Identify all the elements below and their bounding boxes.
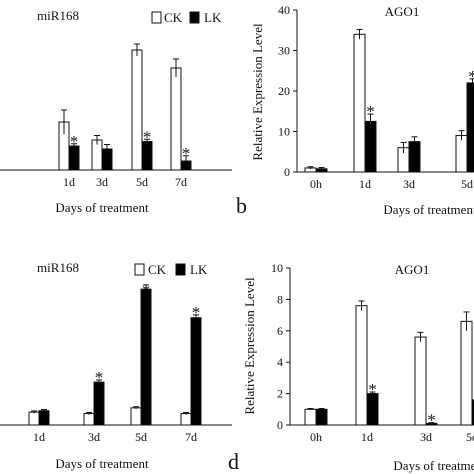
panel-b-x-tick-label: 5d — [461, 177, 473, 191]
panel-b-letter: b — [236, 193, 247, 218]
panel-d-bar-lk-0h — [315, 408, 328, 426]
panel-c-significance-star: * — [142, 281, 151, 300]
panel-a-legend-ck-swatch — [151, 11, 162, 24]
panel-c-bar-lk-7d — [190, 317, 202, 426]
panel-c-bar-lk-5d — [140, 288, 152, 426]
panel-b-x-tick-label: 3d — [403, 177, 415, 191]
panel-d-bar-lk-5d — [471, 399, 474, 426]
panel-a-legend-lk-swatch — [189, 11, 200, 24]
panel-c-bar-ck-5d — [130, 407, 142, 426]
panel-d-x-title: Days of treatment — [393, 458, 474, 473]
panel-b-y-tick-label: 10 — [278, 125, 290, 139]
panel-d-x-tick-label: 0h — [310, 430, 322, 444]
panel-b-y-tick-label: 20 — [278, 84, 290, 98]
panel-b-bar-ck-1d — [353, 33, 366, 173]
panel-c-significance-star: * — [95, 368, 104, 387]
panel-c-legend-lk-label: LK — [190, 262, 208, 277]
panel-b-bar-lk-5d — [466, 82, 474, 173]
panel-d-y-tick-label: 8 — [277, 292, 283, 306]
panel-c-bar-lk-3d — [93, 381, 105, 426]
panel-a-title: miR168 — [37, 8, 79, 23]
panel-a-significance-star: * — [70, 132, 79, 151]
panel-b-x-title: Days of treatment — [383, 202, 474, 217]
panel-b-AGO1: 0 10 20 30 40 0h 1d * 3d 5d * AGO1 Relative Expres… — [236, 3, 474, 218]
panel-b-bar-lk-1d — [364, 120, 377, 173]
panel-c-bar-ck-7d — [180, 413, 192, 426]
panel-a-legend-ck-label: CK — [164, 10, 183, 25]
panel-c-bar-lk-1d — [38, 410, 50, 426]
panel-d-y-tick-label: 2 — [277, 387, 283, 401]
panel-b-y-tick-label: 30 — [278, 44, 290, 58]
panel-a-significance-star: * — [182, 144, 191, 163]
panel-a-bar-ck-5d — [131, 49, 143, 171]
panel-b-y-title: Relative Expression Level — [250, 23, 265, 161]
panel-a-legend: CK LK — [151, 10, 222, 25]
panel-a-legend-lk-label: LK — [204, 10, 222, 25]
panel-c-title: miR168 — [37, 260, 79, 275]
panel-d-y-tick-label: 4 — [277, 355, 283, 369]
panel-d-bar-ck-3d — [414, 336, 427, 426]
panel-d-bar-ck-5d — [460, 320, 473, 426]
panel-d-y-tick-label: 10 — [271, 261, 283, 275]
panel-b-significance-star: * — [366, 102, 375, 121]
panel-b-title: AGO1 — [385, 4, 420, 19]
panel-b-y-tick-label: 0 — [284, 165, 290, 179]
panel-d-title: AGO1 — [395, 262, 430, 277]
panel-a-significance-star: * — [143, 127, 152, 146]
panel-d-y-title: Relative Expression Level — [242, 277, 257, 415]
panel-d-significance-star: * — [427, 411, 436, 430]
panel-c-significance-star: * — [192, 303, 201, 322]
panel-c-x-tick-label: 1d — [33, 430, 45, 444]
panel-a-x-tick-label: 1d — [63, 175, 75, 189]
panel-c-legend: CK LK — [134, 262, 208, 277]
panel-a-x-title: Days of treatment — [55, 200, 149, 215]
panel-a-x-tick-label: 3d — [96, 175, 108, 189]
panel-c-bar-ck-1d — [28, 411, 40, 426]
panel-a-x-tick-label: 7d — [175, 175, 187, 189]
panel-c-plot-area: 0h1d3d*5d*7d* — [0, 281, 232, 444]
panel-b-y-tick-label: 40 — [278, 3, 290, 17]
panel-b-x-tick-label: 1d — [359, 177, 371, 191]
panel-c-x-tick-label: 3d — [88, 430, 100, 444]
panel-b-significance-star: * — [468, 67, 474, 86]
panel-c-x-tick-label: 7d — [185, 430, 197, 444]
panel-c-legend-lk-swatch — [175, 263, 186, 276]
panel-d-significance-star: * — [368, 380, 377, 399]
panel-d-letter: d — [228, 449, 239, 474]
panel-d-y-tick-label: 0 — [277, 418, 283, 432]
panel-d-bar-ck-0h — [304, 408, 317, 426]
panel-d-x-tick-label: 3d — [420, 430, 432, 444]
panel-b-plot-area: 0 10 20 30 40 0h 1d * 3d 5d * — [278, 3, 474, 191]
panel-c-miR168: 0h1d3d*5d*7d* miR168 CK LK Days of treat… — [0, 260, 232, 471]
panel-b-bar-ck-5d — [455, 135, 468, 173]
panel-d-x-tick-label: 5d — [466, 430, 474, 444]
panel-c-x-tick-label: 5d — [135, 430, 147, 444]
panel-c-legend-ck-swatch — [134, 263, 145, 276]
panel-d-x-tick-label: 1d — [361, 430, 373, 444]
panel-d-y-tick-label: 6 — [277, 324, 283, 338]
panel-d-bar-ck-1d — [355, 305, 368, 426]
panel-a-x-tick-label: 5d — [136, 175, 148, 189]
panel-a-bar-ck-7d — [170, 67, 182, 171]
panel-b-x-tick-label: 0h — [310, 177, 322, 191]
panel-c-bar-ck-3d — [83, 413, 95, 426]
panel-c-legend-ck-label: CK — [148, 262, 167, 277]
panel-c-x-title: Days of treatment — [55, 456, 149, 471]
